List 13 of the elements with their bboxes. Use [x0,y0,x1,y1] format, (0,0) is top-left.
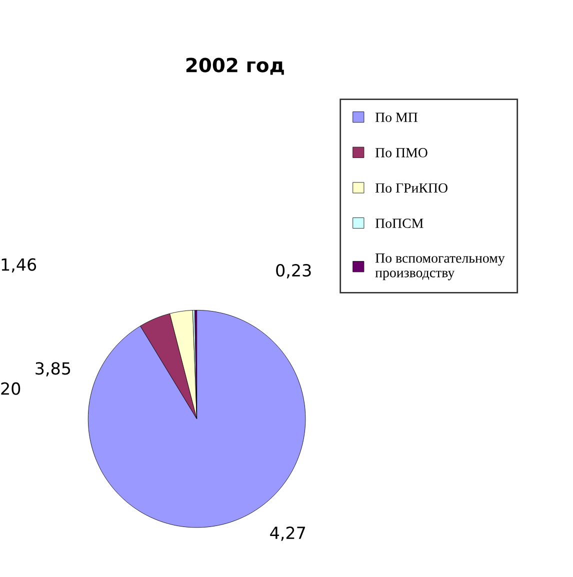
legend-label: По МП [375,112,418,122]
pie-slice [88,310,306,528]
chart-title: 2002 год [186,58,284,75]
text: 3,85 [36,362,70,376]
text: 4,27 [270,526,305,541]
legend-label: По ГРиКПО [375,183,448,193]
text: 0,23 [276,264,311,278]
text: 1,46 [2,258,36,273]
pie-slice [140,313,198,420]
legend-label: По ПМО [375,148,428,158]
legend-label: ПоПСМ [375,218,424,228]
text: 20 [1,382,20,395]
legend-label: По вспомогательному производству [375,254,505,280]
